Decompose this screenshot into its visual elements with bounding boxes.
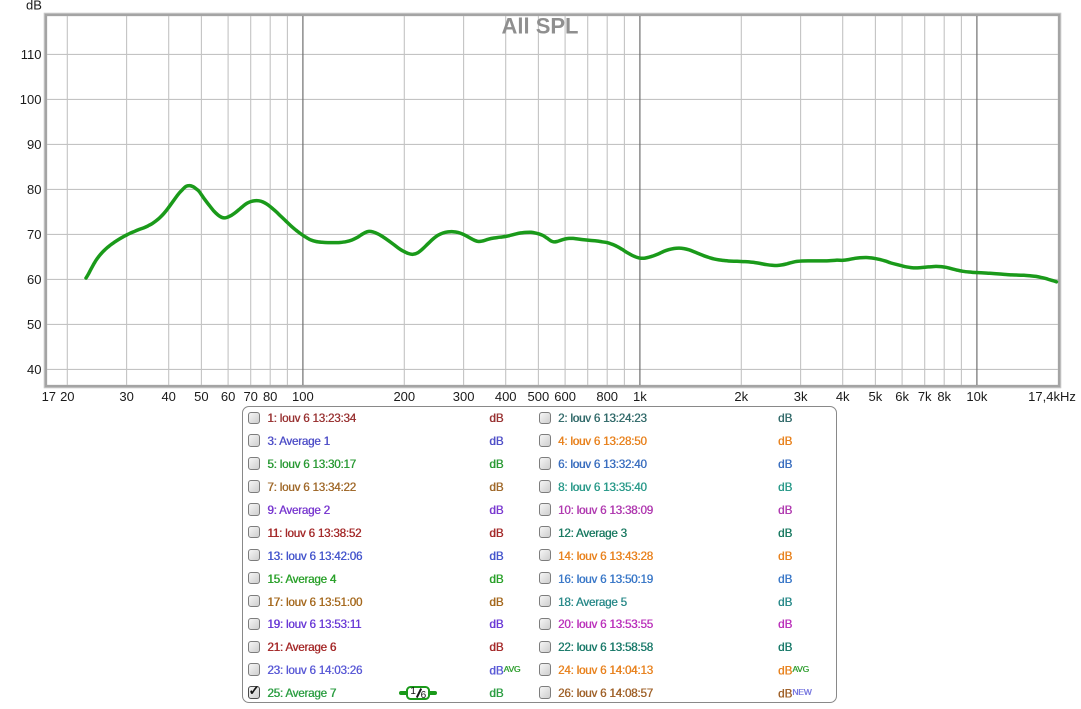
svg-text:17,4kHz: 17,4kHz bbox=[1028, 389, 1076, 404]
svg-text:6k: 6k bbox=[895, 389, 909, 404]
svg-text:40: 40 bbox=[161, 389, 175, 404]
svg-text:17: 17 bbox=[42, 389, 56, 404]
svg-text:110: 110 bbox=[21, 47, 42, 62]
svg-text:60: 60 bbox=[221, 389, 235, 404]
svg-text:600: 600 bbox=[554, 389, 576, 404]
svg-text:3k: 3k bbox=[794, 389, 808, 404]
svg-text:10k: 10k bbox=[966, 389, 987, 404]
svg-text:60: 60 bbox=[27, 272, 41, 287]
svg-text:80: 80 bbox=[27, 182, 41, 197]
svg-text:8k: 8k bbox=[937, 389, 951, 404]
svg-text:50: 50 bbox=[194, 389, 208, 404]
svg-text:500: 500 bbox=[528, 389, 550, 404]
svg-text:1k: 1k bbox=[633, 389, 647, 404]
svg-text:40: 40 bbox=[27, 362, 41, 377]
svg-text:300: 300 bbox=[453, 389, 475, 404]
svg-text:20: 20 bbox=[60, 389, 74, 404]
svg-text:100: 100 bbox=[20, 92, 42, 107]
svg-text:dB: dB bbox=[26, 0, 42, 13]
svg-text:5k: 5k bbox=[869, 389, 883, 404]
svg-text:30: 30 bbox=[119, 389, 133, 404]
svg-text:400: 400 bbox=[495, 389, 517, 404]
svg-text:80: 80 bbox=[263, 389, 277, 404]
svg-text:2k: 2k bbox=[734, 389, 748, 404]
svg-text:90: 90 bbox=[27, 137, 41, 152]
svg-text:7k: 7k bbox=[918, 389, 932, 404]
svg-text:800: 800 bbox=[596, 389, 618, 404]
svg-text:All SPL: All SPL bbox=[501, 14, 578, 39]
svg-text:70: 70 bbox=[27, 227, 41, 242]
svg-text:50: 50 bbox=[27, 317, 41, 332]
svg-text:200: 200 bbox=[393, 389, 415, 404]
svg-text:100: 100 bbox=[292, 389, 314, 404]
svg-text:4k: 4k bbox=[836, 389, 850, 404]
svg-text:70: 70 bbox=[243, 389, 257, 404]
